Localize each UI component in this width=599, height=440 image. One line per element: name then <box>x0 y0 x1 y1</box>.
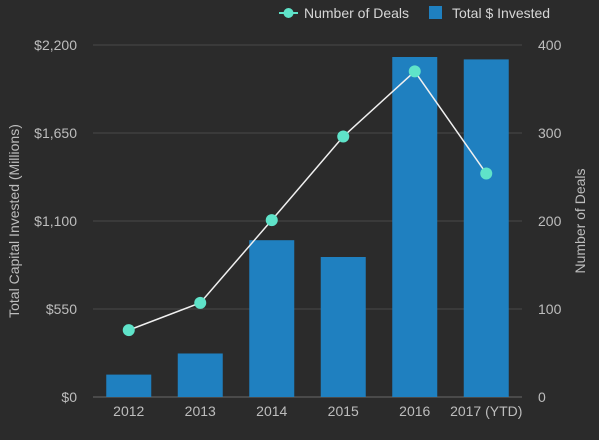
dot-number-of-deals <box>194 296 207 309</box>
dot-number-of-deals <box>122 324 135 337</box>
y-right-tick-label: 0 <box>538 389 546 405</box>
bar-total-invested <box>106 374 152 397</box>
bar-total-invested <box>177 353 223 397</box>
bar-total-invested <box>320 257 366 397</box>
legend-label-total-invested: Total $ Invested <box>452 5 550 21</box>
y-left-tick-label: $0 <box>61 389 77 405</box>
x-tick-label: 2016 <box>399 403 430 419</box>
y-left-tick-label: $550 <box>46 301 77 317</box>
y-right-tick-label: 300 <box>538 125 562 141</box>
line-number-of-deals <box>128 70 487 331</box>
y-right-tick-label: 400 <box>538 37 562 53</box>
y-left-axis-title: Total Capital Invested (Millions) <box>6 124 22 318</box>
dot-number-of-deals <box>337 130 350 143</box>
bars-layer <box>106 57 509 398</box>
bar-total-invested <box>463 59 509 398</box>
dot-number-of-deals <box>408 65 421 78</box>
x-tick-label: 2017 (YTD) <box>450 403 522 419</box>
legend-marker-square <box>429 6 442 19</box>
line-layer <box>122 65 493 337</box>
y-right-tick-label: 200 <box>538 213 562 229</box>
legend-marker-dot <box>283 8 294 18</box>
y-left-tick-label: $1,100 <box>34 213 77 229</box>
y-left-tick-label: $1,650 <box>34 125 77 141</box>
y-right-axis-title: Number of Deals <box>572 168 588 273</box>
bar-total-invested <box>392 57 438 397</box>
dot-number-of-deals <box>480 167 493 180</box>
x-tick-label: 2012 <box>113 403 144 419</box>
legend-label-number-of-deals: Number of Deals <box>304 5 409 21</box>
bar-total-invested <box>249 240 295 397</box>
x-tick-label: 2015 <box>328 403 359 419</box>
x-tick-label: 2014 <box>256 403 287 419</box>
grid-layer <box>93 44 522 398</box>
x-tick-label: 2013 <box>185 403 216 419</box>
axes-layer: $0 $550 $1,100 $1,650 $2,200 0 100 200 300 400 201… <box>6 37 588 419</box>
dot-number-of-deals <box>265 214 278 227</box>
y-left-tick-label: $2,200 <box>34 37 77 53</box>
legend-layer: Number of Deals Total $ Invested <box>279 5 550 21</box>
y-right-tick-label: 100 <box>538 301 562 317</box>
